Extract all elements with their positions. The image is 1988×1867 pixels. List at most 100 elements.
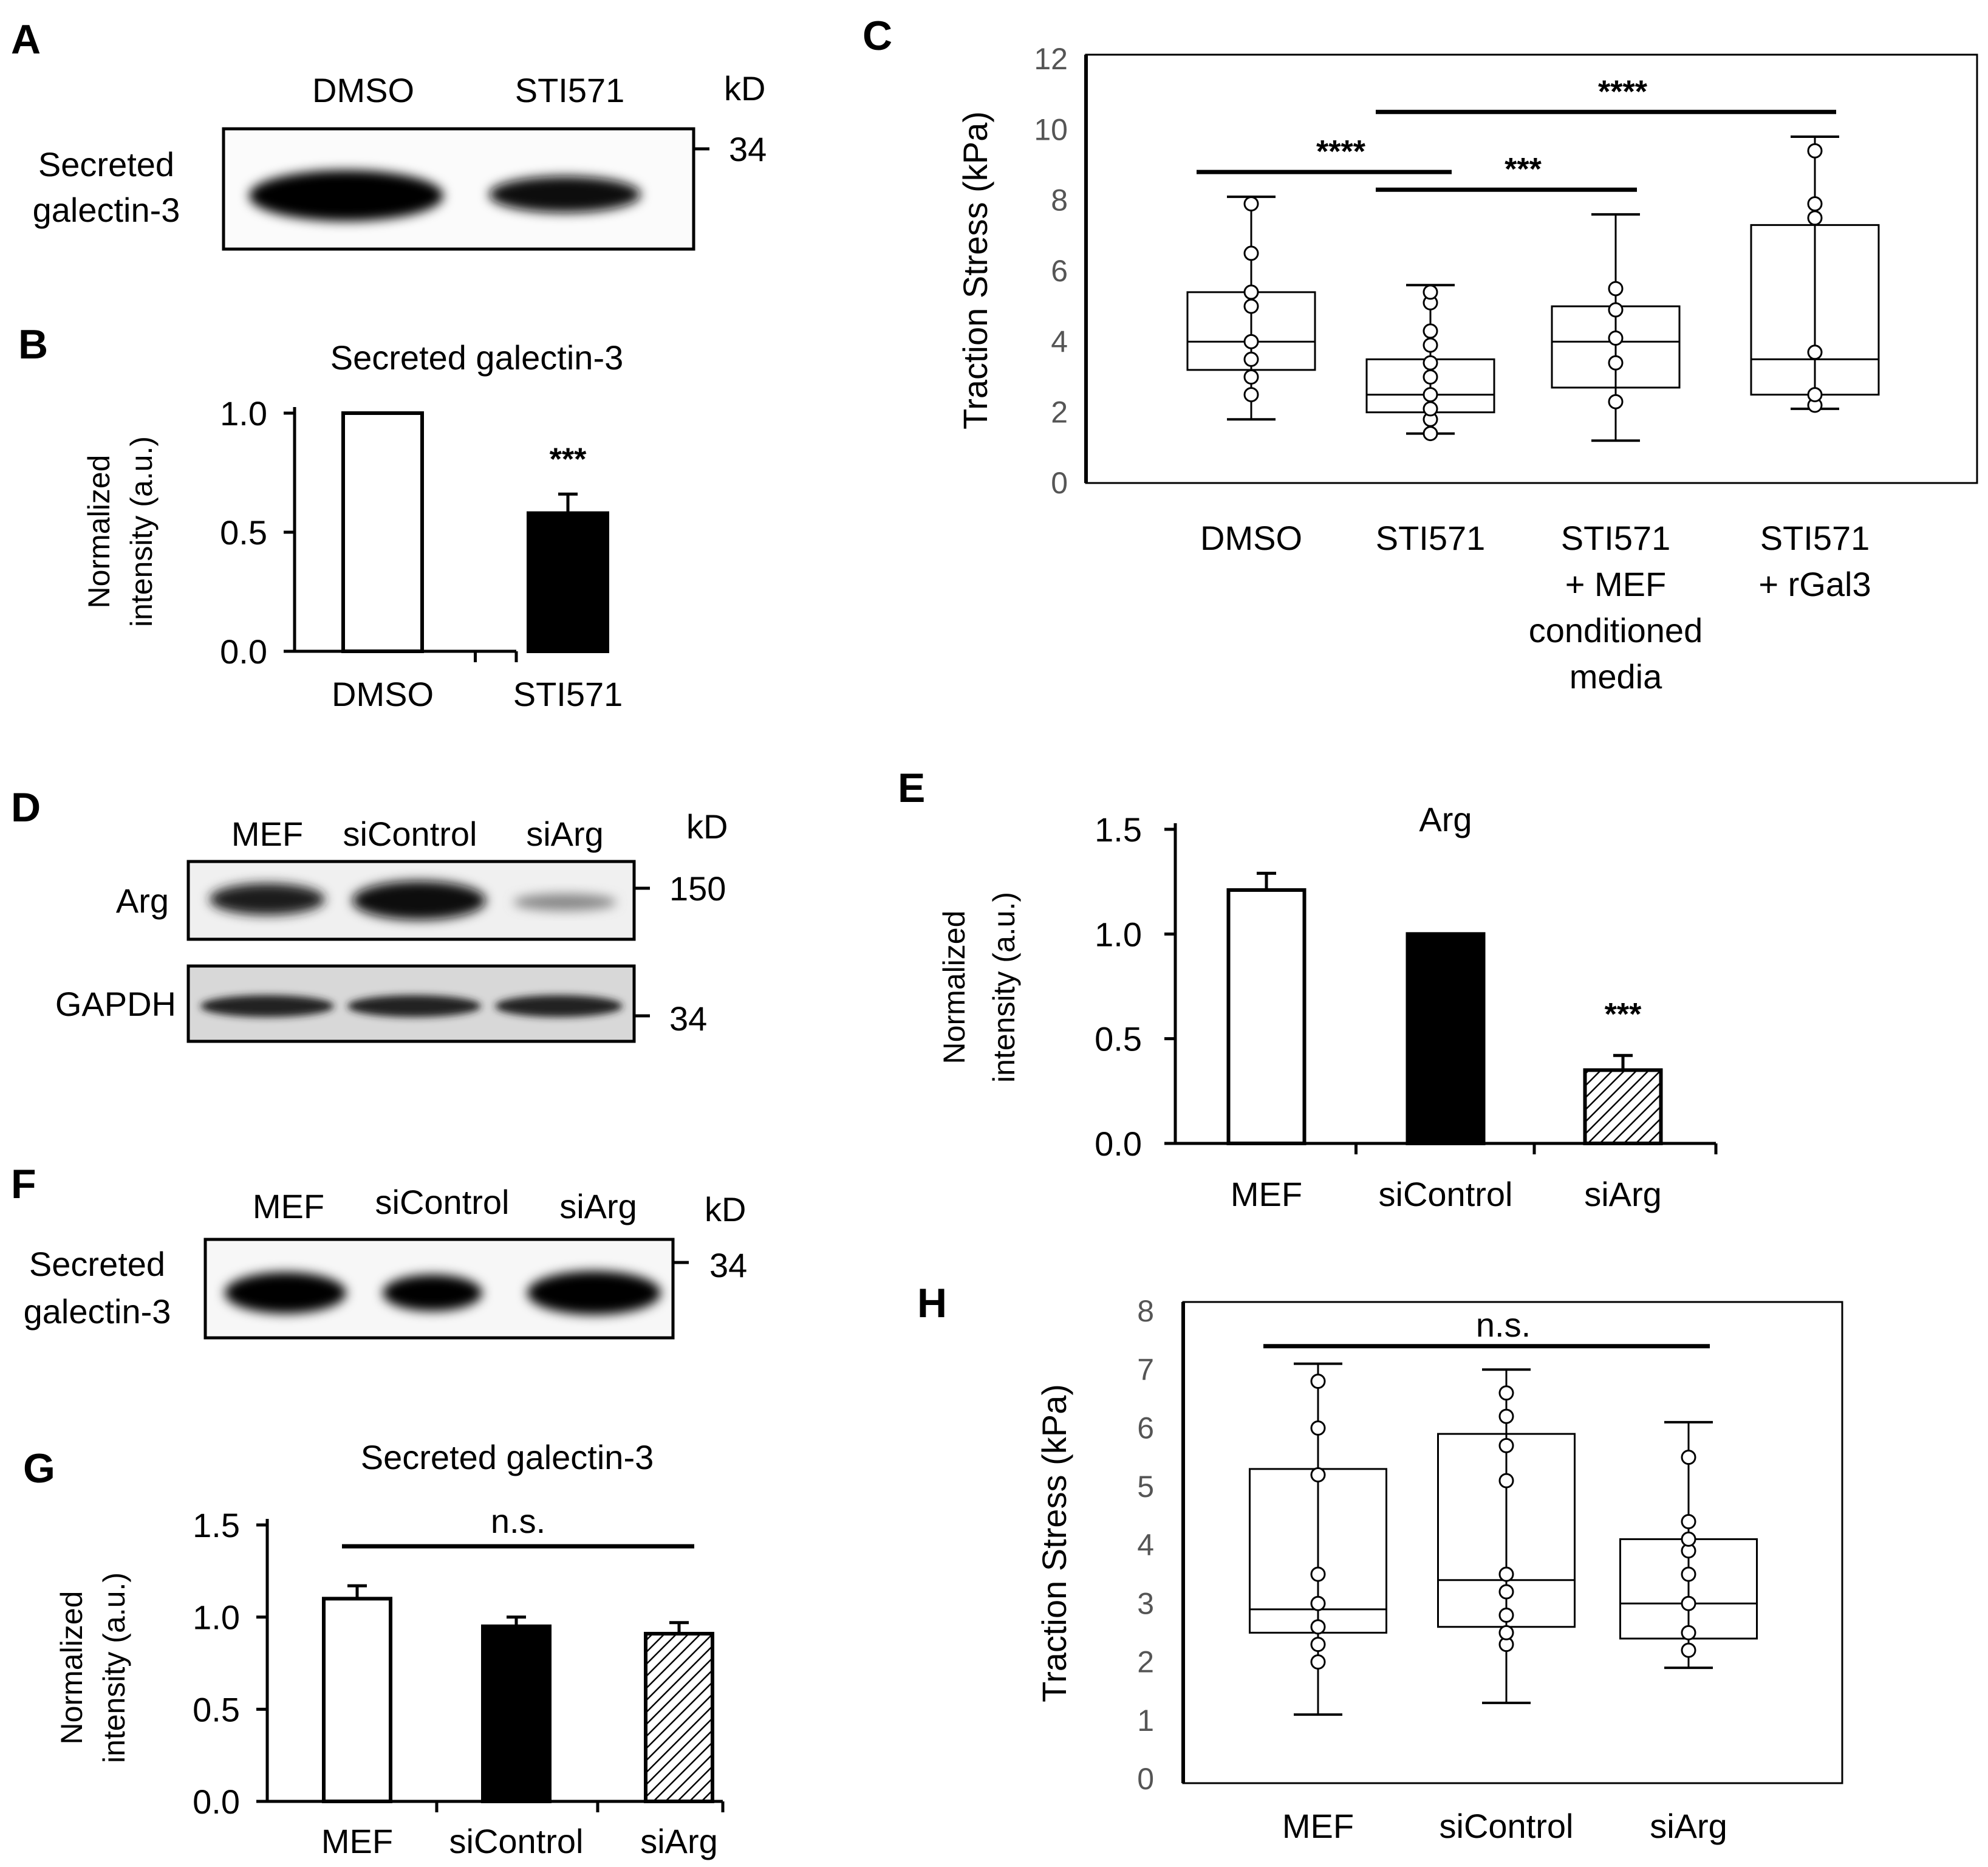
lane-label-siarg: siArg	[559, 1187, 637, 1225]
data-point	[1498, 1584, 1514, 1600]
lane-label-sicontrol: siControl	[375, 1183, 510, 1221]
significance-label: ***	[550, 442, 587, 477]
chart-g-secreted-galectin-bar: G Secreted galectin-3 Normalized intensity …	[23, 1438, 725, 1860]
y-tick-label: 1.5	[1095, 810, 1142, 849]
y-tick-label: 0.5	[1095, 1020, 1142, 1058]
chart-title: Secreted galectin-3	[361, 1438, 654, 1476]
data-point	[1608, 355, 1624, 371]
data-point	[1681, 1625, 1696, 1640]
y-axis-label: Traction Stress (kPa)	[1035, 1384, 1073, 1702]
blot-band-gapdh-sicontrol	[347, 995, 481, 1017]
data-point	[1310, 1619, 1326, 1635]
lane-label-sti571: STI571	[515, 71, 625, 109]
x-category-label: siArg	[1650, 1807, 1727, 1845]
kd-unit-label: kD	[705, 1190, 746, 1228]
chart-b-secreted-galectin-bar: B Secreted galectin-3 Normalized intensity …	[18, 321, 623, 713]
marker-label-34: 34	[709, 1246, 747, 1284]
bar	[1226, 888, 1307, 1146]
y-axis-label-line1: Normalized	[937, 911, 971, 1064]
y-tick-label: 8	[1051, 183, 1068, 218]
data-point	[1423, 337, 1438, 353]
data-point	[1310, 1566, 1326, 1582]
y-axis-label: Traction Stress (kPa)	[956, 111, 994, 430]
data-point	[1243, 298, 1259, 314]
data-point	[1423, 355, 1438, 371]
data-point	[1243, 334, 1259, 349]
y-tick-label: 6	[1051, 254, 1068, 288]
panel-letter-d: D	[11, 784, 41, 831]
data-point	[1807, 196, 1823, 211]
x-category-label: MEF	[1282, 1807, 1354, 1845]
x-category-label: conditioned	[1529, 611, 1703, 649]
chart-c-traction-stress-box: C Traction Stress (kPa) 0 2 4 6 8 10 12 DMSO STI57…	[862, 13, 1978, 696]
y-tick-label: 0	[1137, 1762, 1154, 1796]
data-point	[1310, 1637, 1326, 1653]
data-point	[1681, 1514, 1696, 1529]
y-axis-label-line1: Normalized	[82, 455, 116, 609]
significance-label: ***	[1605, 997, 1642, 1032]
significance-label: ****	[1316, 134, 1366, 170]
data-point	[1423, 284, 1438, 300]
panel-letter-f: F	[11, 1161, 36, 1207]
y-tick-label: 8	[1137, 1294, 1154, 1328]
data-point	[1243, 196, 1259, 211]
data-point	[1423, 387, 1438, 403]
kd-unit-label: kD	[724, 69, 765, 108]
data-point	[1423, 323, 1438, 339]
data-point	[1681, 1595, 1696, 1611]
data-point	[1681, 1531, 1696, 1547]
data-point	[1310, 1420, 1326, 1436]
panel-d: D MEF siControl siArg kD Arg 150 GAPDH 3…	[11, 784, 728, 1043]
x-category-label: MEF	[1231, 1175, 1302, 1213]
x-category-label: STI571	[513, 675, 623, 713]
x-category-label: DMSO	[332, 675, 434, 713]
y-tick-label: 1.0	[1095, 915, 1142, 953]
bar	[1406, 932, 1486, 1146]
y-axis-label-line2: intensity (a.u.)	[97, 1572, 131, 1763]
lane-label-mef: MEF	[231, 815, 303, 853]
y-tick-label: 4	[1137, 1528, 1154, 1562]
x-category-label: siControl	[449, 1822, 584, 1860]
y-axis-label-line2: intensity (a.u.)	[987, 892, 1021, 1083]
data-point	[1498, 1566, 1514, 1582]
data-point	[1498, 1608, 1514, 1623]
y-tick-label: 0.5	[220, 513, 267, 552]
row-label-arg: Arg	[116, 882, 169, 920]
data-point	[1498, 1625, 1514, 1640]
blot-band-arg-siarg	[513, 894, 617, 911]
blot-band-sicontrol	[383, 1275, 482, 1311]
y-tick-label: 1.0	[193, 1598, 240, 1637]
x-category-label: MEF	[321, 1822, 393, 1860]
y-tick-label: 1.0	[220, 394, 267, 433]
significance-label: ***	[1505, 152, 1542, 187]
panel-f: F MEF siControl siArg kD Secreted galect…	[11, 1161, 747, 1340]
data-point	[1608, 331, 1624, 346]
y-tick-label: 1	[1137, 1704, 1154, 1738]
data-point	[1681, 1450, 1696, 1465]
y-axis-label-line2: intensity (a.u.)	[125, 436, 159, 627]
y-tick-label: 6	[1137, 1411, 1154, 1445]
panel-a: A DMSO STI571 kD Secreted galectin-3 34	[11, 16, 767, 251]
data-point	[1498, 1473, 1514, 1488]
kd-unit-label: kD	[686, 807, 728, 846]
bar	[1583, 1068, 1663, 1146]
y-tick-label: 0	[1051, 466, 1068, 500]
bar	[341, 411, 424, 653]
blot-band-dmso	[249, 170, 443, 221]
y-tick-label: 10	[1034, 112, 1068, 146]
panel-letter: E	[898, 765, 925, 811]
data-point	[1608, 281, 1624, 296]
x-category-label: STI571	[1760, 519, 1870, 557]
y-axis-label-line1: Normalized	[55, 1591, 89, 1745]
data-point	[1243, 245, 1259, 261]
significance-label: ****	[1598, 74, 1648, 109]
marker-label-34: 34	[729, 130, 767, 168]
row-label-gapdh: GAPDH	[55, 985, 176, 1023]
y-tick-label: 2	[1051, 396, 1068, 430]
data-point	[1243, 351, 1259, 367]
significance-label: n.s.	[1476, 1306, 1531, 1344]
data-point	[1243, 284, 1259, 300]
y-tick-label: 5	[1137, 1470, 1154, 1504]
x-category-label: STI571	[1561, 519, 1671, 557]
